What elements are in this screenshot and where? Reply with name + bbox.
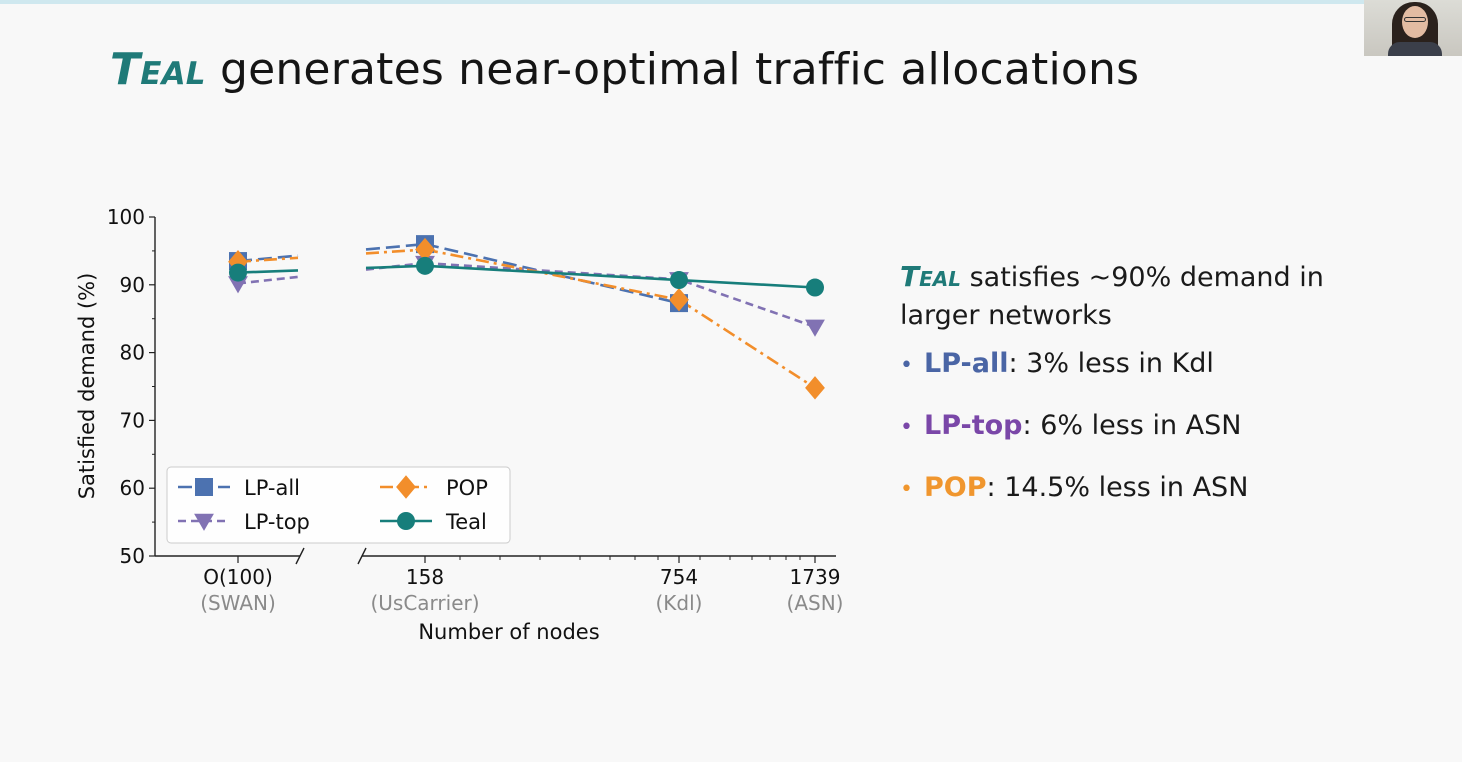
data-point-lp-top <box>228 276 248 294</box>
y-tick-label: 60 <box>120 476 145 500</box>
headline-brand: Teal <box>900 260 961 293</box>
bullet-dot-icon: • <box>900 415 913 440</box>
bullet-text: : 14.5% less in ASN <box>986 472 1249 503</box>
y-tick-label: 50 <box>120 544 145 568</box>
legend-marker-lp-top <box>194 513 214 531</box>
legend-label-teal: Teal <box>445 510 487 534</box>
bullet-lp-all: • LP-all: 3% less in Kdl <box>900 349 1400 381</box>
x-tick-sublabel: (SWAN) <box>200 591 276 615</box>
axis-break-mark <box>295 547 305 565</box>
presenter-webcam <box>1364 0 1462 56</box>
data-point-teal <box>416 256 434 275</box>
series-line-pop <box>365 248 426 255</box>
bullet-text: : 6% less in ASN <box>1022 410 1242 441</box>
x-tick-sublabel: (Kdl) <box>656 591 703 615</box>
bullet-text: : 3% less in Kdl <box>1008 348 1214 379</box>
headline-text: satisfies ~90% demand in larger networks <box>900 262 1324 331</box>
top-border <box>0 0 1462 4</box>
data-point-lp-top <box>805 319 825 337</box>
axis-break-mark <box>357 547 367 565</box>
bullet-label: POP <box>924 472 987 503</box>
x-tick-label: 1739 <box>790 565 841 589</box>
legend-label-lp-all: LP-all <box>244 476 300 500</box>
legend-marker-lp-all <box>195 478 213 496</box>
title-text: generates near-optimal traffic allocatio… <box>219 44 1140 95</box>
series-line-teal <box>237 269 299 274</box>
data-point-teal <box>670 271 688 290</box>
y-tick-label: 70 <box>120 408 145 432</box>
legend-label-lp-top: LP-top <box>244 510 310 534</box>
bullet-dot-icon: • <box>900 353 913 378</box>
x-tick-label: 754 <box>660 565 698 589</box>
series-line-teal <box>365 264 426 270</box>
takeaway-headline: Teal satisfies ~90% demand in larger net… <box>900 258 1400 335</box>
legend-marker-pop <box>396 475 416 499</box>
slide-title: Teal generates near-optimal traffic allo… <box>110 44 1139 95</box>
x-tick-label: O(100) <box>203 565 273 589</box>
data-point-teal <box>229 263 247 282</box>
title-brand: Teal <box>110 44 206 95</box>
series-line-teal <box>424 264 816 289</box>
takeaways-panel: Teal satisfies ~90% demand in larger net… <box>900 258 1400 535</box>
bullet-label: LP-all <box>924 348 1009 379</box>
y-tick-label: 80 <box>120 341 145 365</box>
takeaway-list: • LP-all: 3% less in Kdl • LP-top: 6% less… <box>900 349 1400 505</box>
x-tick-label: 158 <box>406 565 444 589</box>
series-line-lp-top <box>424 261 816 329</box>
data-point-pop <box>669 288 689 312</box>
bullet-pop: • POP: 14.5% less in ASN <box>900 473 1400 505</box>
data-point-teal <box>806 278 824 297</box>
x-tick-sublabel: (ASN) <box>787 591 844 615</box>
series-line-pop <box>424 248 816 389</box>
series-line-lp-top <box>237 275 299 285</box>
x-tick-sublabel: (UsCarrier) <box>370 591 479 615</box>
data-point-pop <box>805 376 825 400</box>
y-tick-label: 90 <box>120 273 145 297</box>
series-line-lp-all <box>365 242 426 251</box>
y-axis-title: Satisfied demand (%) <box>75 273 99 500</box>
data-point-pop <box>415 237 435 262</box>
x-axis-title: Number of nodes <box>418 620 599 644</box>
y-tick-label: 100 <box>107 205 145 229</box>
series-line-pop <box>237 256 299 264</box>
bullet-lp-top: • LP-top: 6% less in ASN <box>900 411 1400 443</box>
legend-marker-teal <box>397 512 415 530</box>
legend-label-pop: POP <box>446 476 488 500</box>
bullet-dot-icon: • <box>900 477 913 502</box>
bullet-label: LP-top <box>924 410 1023 441</box>
